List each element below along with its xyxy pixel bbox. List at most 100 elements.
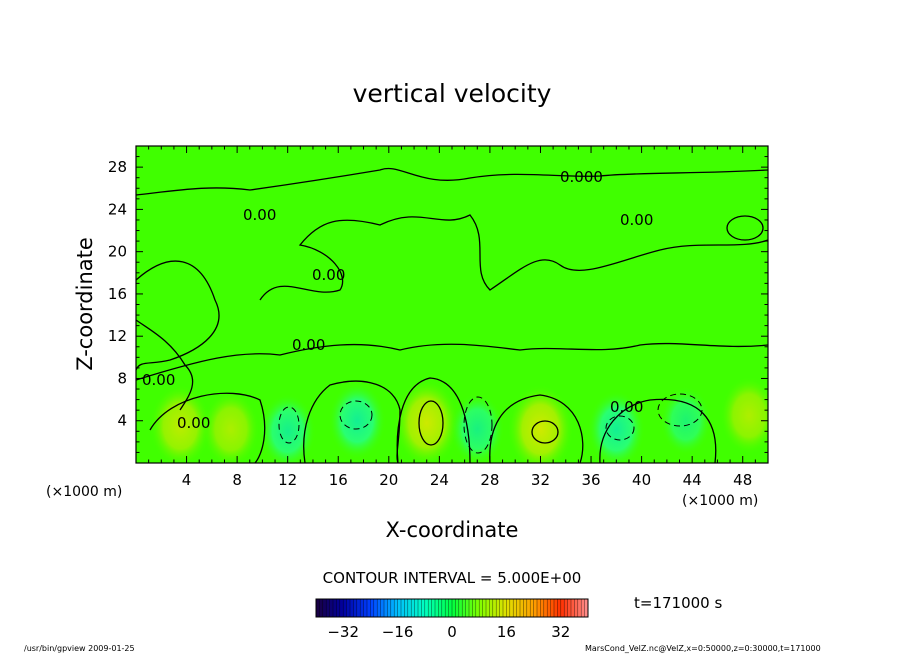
colorbar-cell — [319, 599, 324, 617]
colorbar-cell — [577, 599, 582, 617]
colorbar-cell — [489, 599, 494, 617]
colorbar-cell — [407, 599, 412, 617]
contour-label: 0.000 — [560, 168, 603, 186]
y-tick-label: 16 — [108, 285, 127, 303]
colorbar-cell — [329, 599, 334, 617]
colorbar-cell — [394, 599, 398, 617]
colorbar-cell — [567, 599, 572, 617]
colorbar-cell — [435, 599, 439, 617]
colorbar-cell — [465, 599, 470, 617]
colorbar-cell — [363, 599, 368, 617]
colorbar-cell — [431, 599, 436, 617]
colorbar-cell — [523, 599, 528, 617]
colorbar-cell — [458, 599, 463, 617]
contour-label: 0.00 — [620, 211, 653, 229]
plot-area: 0.00 0.00 0.00 0.00 0.00 0.00 0.00 0.000… — [108, 145, 769, 489]
colorbar-cell — [550, 599, 555, 617]
colorbar-tick-label: −16 — [382, 623, 414, 641]
y-tick-label: 24 — [108, 200, 127, 218]
colorbar-frame — [315, 598, 589, 618]
colorbar-cell — [452, 599, 456, 617]
colorbar-tick-label: 16 — [497, 623, 516, 641]
colorbar-cell — [564, 599, 568, 617]
colorbar-cell — [411, 599, 415, 617]
x-tick-label: 44 — [683, 471, 702, 489]
time-label: t=171000 s — [634, 594, 722, 612]
colorbar-cell — [421, 599, 426, 617]
colorbar-cell — [571, 599, 575, 617]
y-tick-label: 20 — [108, 243, 127, 261]
x-tick-label: 24 — [430, 471, 449, 489]
y-tick-label: 8 — [117, 369, 127, 387]
colorbar-tick-label: 32 — [551, 623, 570, 641]
colorbar-cell — [390, 599, 395, 617]
downdraft-cell — [587, 390, 645, 463]
colorbar-cell — [333, 599, 337, 617]
contour-lines — [136, 167, 768, 463]
colorbar-cell — [343, 599, 347, 617]
dashed-contour — [605, 415, 635, 441]
y-axis-label: Z-coordinate — [73, 237, 97, 371]
contour-line — [418, 400, 444, 446]
colorbar-cell — [509, 599, 514, 617]
dashed-contour — [657, 393, 703, 427]
downdraft-cell — [259, 393, 316, 463]
colorbar-cell — [533, 599, 538, 617]
colorbar-cell — [520, 599, 524, 617]
colorbar-cell — [499, 599, 504, 617]
downdraft-cell — [328, 382, 386, 460]
contour-line — [489, 394, 584, 463]
contour-label: 0.00 — [312, 266, 345, 284]
x-tick-label: 48 — [733, 471, 752, 489]
x-unit-right: (×1000 m) — [682, 493, 758, 509]
colorbar-cell — [445, 599, 449, 617]
contour-label: 0.00 — [177, 414, 210, 432]
colorbar-cell — [506, 599, 511, 617]
contour-label: 0.00 — [243, 206, 276, 224]
colorbar-cells — [315, 599, 589, 617]
colorbar-cell — [574, 599, 579, 617]
colorbar-cell — [441, 599, 446, 617]
colorbar-cell — [503, 599, 507, 617]
colorbar-cell — [557, 599, 562, 617]
contour-line — [726, 215, 764, 241]
x-tick-label: 28 — [480, 471, 499, 489]
colorbar-cell — [448, 599, 453, 617]
colorbar-cell — [373, 599, 378, 617]
colorbar-cell — [316, 599, 320, 617]
x-tick-label: 4 — [182, 471, 192, 489]
colorbar-cell — [353, 599, 358, 617]
colorbar-cell — [472, 599, 477, 617]
colorbar-cell — [526, 599, 531, 617]
colorbar-cell — [322, 599, 327, 617]
updraft-cell — [507, 384, 574, 463]
updraft-cell — [202, 390, 260, 463]
contour-label: 0.00 — [142, 371, 175, 389]
footer-left: /usr/bin/gpview 2009-01-25 — [24, 644, 135, 653]
contour-line — [149, 392, 266, 463]
contour-line — [136, 342, 768, 381]
colorbar-tick-label: −32 — [327, 623, 359, 641]
x-tick-label: 36 — [581, 471, 600, 489]
colorbar-cell — [540, 599, 545, 617]
colorbar-cell — [418, 599, 422, 617]
x-tick-label: 40 — [632, 471, 651, 489]
colorbar-cell — [367, 599, 371, 617]
colorbar-cell — [469, 599, 473, 617]
x-tick-label: 12 — [278, 471, 297, 489]
colorbar-cell — [414, 599, 419, 617]
contour-line — [136, 319, 194, 411]
colorbar-cell — [554, 599, 558, 617]
dashed-contour — [278, 406, 300, 444]
y-tick-label: 28 — [108, 158, 127, 176]
contour-line — [259, 214, 768, 301]
dashed-contour — [463, 396, 493, 454]
colorbar-cell — [547, 599, 551, 617]
contour-line — [396, 377, 471, 463]
colorbar-cell — [530, 599, 534, 617]
colorbar-cell — [496, 599, 500, 617]
contour-label: 0.00 — [292, 336, 325, 354]
x-axis-label: X-coordinate — [386, 518, 519, 542]
